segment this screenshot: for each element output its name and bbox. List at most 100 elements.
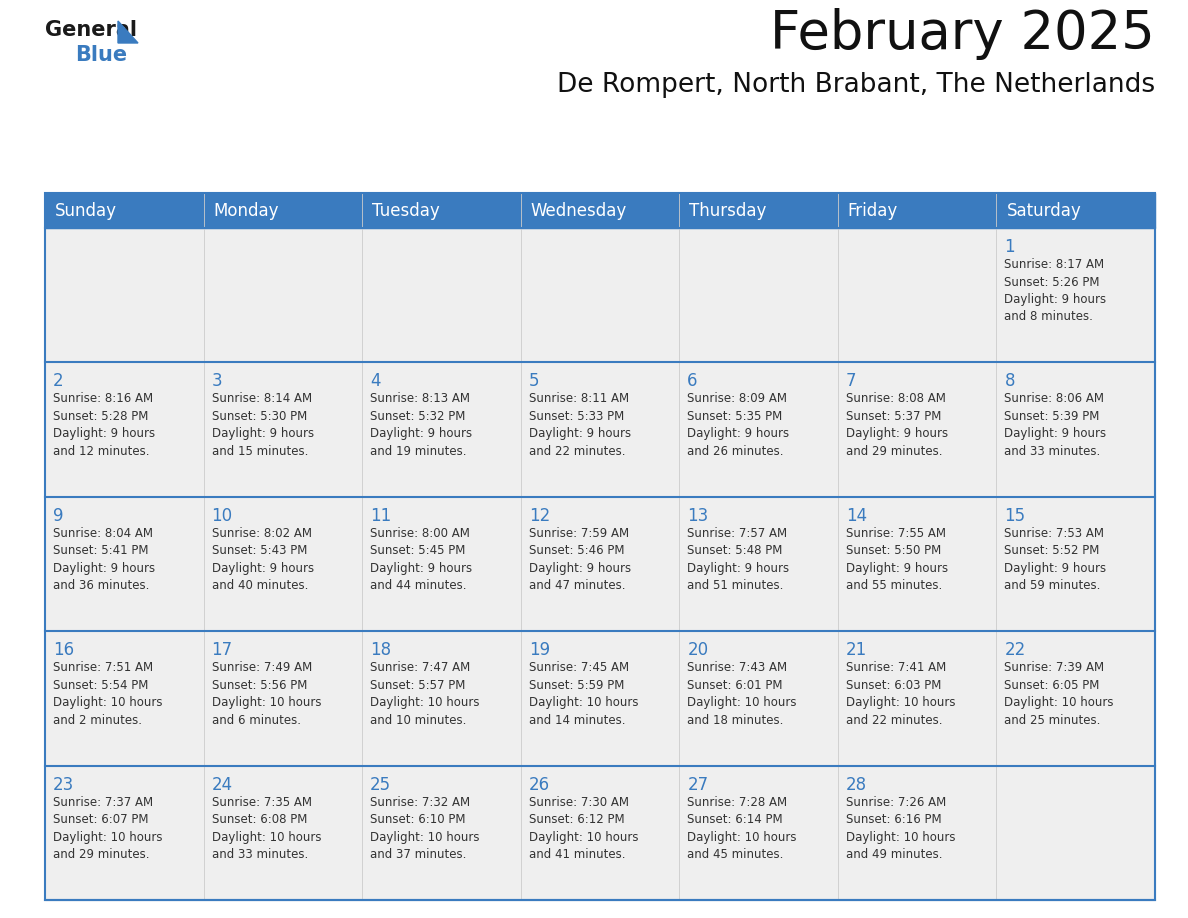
Bar <box>362 497 520 632</box>
Text: 5: 5 <box>529 373 539 390</box>
Text: Monday: Monday <box>214 201 279 219</box>
Text: Sunrise: 8:11 AM
Sunset: 5:33 PM
Daylight: 9 hours
and 22 minutes.: Sunrise: 8:11 AM Sunset: 5:33 PM Dayligh… <box>529 392 631 458</box>
Bar <box>45 766 203 900</box>
Text: 7: 7 <box>846 373 857 390</box>
Polygon shape <box>118 21 138 43</box>
Text: Blue: Blue <box>75 45 127 65</box>
Text: 3: 3 <box>211 373 222 390</box>
Text: 2: 2 <box>53 373 64 390</box>
Text: Wednesday: Wednesday <box>531 201 627 219</box>
Bar <box>680 497 838 632</box>
Bar <box>362 363 520 497</box>
Text: Sunrise: 7:30 AM
Sunset: 6:12 PM
Daylight: 10 hours
and 41 minutes.: Sunrise: 7:30 AM Sunset: 6:12 PM Dayligh… <box>529 796 638 861</box>
Text: Sunrise: 7:51 AM
Sunset: 5:54 PM
Daylight: 10 hours
and 2 minutes.: Sunrise: 7:51 AM Sunset: 5:54 PM Dayligh… <box>53 661 163 727</box>
Bar <box>680 228 838 363</box>
Text: Sunrise: 8:09 AM
Sunset: 5:35 PM
Daylight: 9 hours
and 26 minutes.: Sunrise: 8:09 AM Sunset: 5:35 PM Dayligh… <box>688 392 789 458</box>
Bar <box>362 766 520 900</box>
Text: 21: 21 <box>846 641 867 659</box>
Bar <box>45 363 203 497</box>
Text: Sunrise: 7:55 AM
Sunset: 5:50 PM
Daylight: 9 hours
and 55 minutes.: Sunrise: 7:55 AM Sunset: 5:50 PM Dayligh… <box>846 527 948 592</box>
Bar <box>45 228 203 363</box>
Bar <box>520 632 680 766</box>
Text: 26: 26 <box>529 776 550 793</box>
Bar <box>203 228 362 363</box>
Text: Sunrise: 7:37 AM
Sunset: 6:07 PM
Daylight: 10 hours
and 29 minutes.: Sunrise: 7:37 AM Sunset: 6:07 PM Dayligh… <box>53 796 163 861</box>
Bar <box>45 193 1155 900</box>
Text: 22: 22 <box>1004 641 1025 659</box>
Text: Sunrise: 8:16 AM
Sunset: 5:28 PM
Daylight: 9 hours
and 12 minutes.: Sunrise: 8:16 AM Sunset: 5:28 PM Dayligh… <box>53 392 156 458</box>
Text: Sunrise: 7:53 AM
Sunset: 5:52 PM
Daylight: 9 hours
and 59 minutes.: Sunrise: 7:53 AM Sunset: 5:52 PM Dayligh… <box>1004 527 1106 592</box>
Text: 10: 10 <box>211 507 233 525</box>
Bar <box>997 228 1155 363</box>
Text: Sunrise: 8:13 AM
Sunset: 5:32 PM
Daylight: 9 hours
and 19 minutes.: Sunrise: 8:13 AM Sunset: 5:32 PM Dayligh… <box>371 392 473 458</box>
Text: 18: 18 <box>371 641 391 659</box>
Bar <box>520 363 680 497</box>
Text: Sunrise: 8:14 AM
Sunset: 5:30 PM
Daylight: 9 hours
and 15 minutes.: Sunrise: 8:14 AM Sunset: 5:30 PM Dayligh… <box>211 392 314 458</box>
Bar <box>838 228 997 363</box>
Text: 4: 4 <box>371 373 380 390</box>
Text: Sunrise: 8:02 AM
Sunset: 5:43 PM
Daylight: 9 hours
and 40 minutes.: Sunrise: 8:02 AM Sunset: 5:43 PM Dayligh… <box>211 527 314 592</box>
Text: Sunrise: 7:26 AM
Sunset: 6:16 PM
Daylight: 10 hours
and 49 minutes.: Sunrise: 7:26 AM Sunset: 6:16 PM Dayligh… <box>846 796 955 861</box>
Text: 6: 6 <box>688 373 697 390</box>
Text: 13: 13 <box>688 507 708 525</box>
Bar <box>203 766 362 900</box>
Bar <box>520 766 680 900</box>
Text: Sunrise: 7:28 AM
Sunset: 6:14 PM
Daylight: 10 hours
and 45 minutes.: Sunrise: 7:28 AM Sunset: 6:14 PM Dayligh… <box>688 796 797 861</box>
Text: 19: 19 <box>529 641 550 659</box>
Text: Sunrise: 7:32 AM
Sunset: 6:10 PM
Daylight: 10 hours
and 37 minutes.: Sunrise: 7:32 AM Sunset: 6:10 PM Dayligh… <box>371 796 480 861</box>
Text: Sunrise: 8:08 AM
Sunset: 5:37 PM
Daylight: 9 hours
and 29 minutes.: Sunrise: 8:08 AM Sunset: 5:37 PM Dayligh… <box>846 392 948 458</box>
Bar <box>997 632 1155 766</box>
Text: De Rompert, North Brabant, The Netherlands: De Rompert, North Brabant, The Netherlan… <box>557 72 1155 98</box>
Text: Sunday: Sunday <box>55 201 116 219</box>
Text: 20: 20 <box>688 641 708 659</box>
Bar <box>997 766 1155 900</box>
Bar <box>203 363 362 497</box>
Text: 15: 15 <box>1004 507 1025 525</box>
Text: Sunrise: 7:49 AM
Sunset: 5:56 PM
Daylight: 10 hours
and 6 minutes.: Sunrise: 7:49 AM Sunset: 5:56 PM Dayligh… <box>211 661 321 727</box>
Bar <box>203 497 362 632</box>
Text: 8: 8 <box>1004 373 1015 390</box>
Text: February 2025: February 2025 <box>770 8 1155 60</box>
Text: Sunrise: 7:41 AM
Sunset: 6:03 PM
Daylight: 10 hours
and 22 minutes.: Sunrise: 7:41 AM Sunset: 6:03 PM Dayligh… <box>846 661 955 727</box>
Text: 27: 27 <box>688 776 708 793</box>
Bar <box>520 228 680 363</box>
Text: 24: 24 <box>211 776 233 793</box>
Bar <box>680 632 838 766</box>
Text: Sunrise: 7:57 AM
Sunset: 5:48 PM
Daylight: 9 hours
and 51 minutes.: Sunrise: 7:57 AM Sunset: 5:48 PM Dayligh… <box>688 527 789 592</box>
Bar <box>838 766 997 900</box>
Text: Sunrise: 8:06 AM
Sunset: 5:39 PM
Daylight: 9 hours
and 33 minutes.: Sunrise: 8:06 AM Sunset: 5:39 PM Dayligh… <box>1004 392 1106 458</box>
Text: 1: 1 <box>1004 238 1015 256</box>
Bar <box>997 497 1155 632</box>
Text: Friday: Friday <box>848 201 898 219</box>
Text: Saturday: Saturday <box>1006 201 1081 219</box>
Bar <box>45 497 203 632</box>
Bar <box>203 632 362 766</box>
Bar <box>838 363 997 497</box>
Text: Sunrise: 7:47 AM
Sunset: 5:57 PM
Daylight: 10 hours
and 10 minutes.: Sunrise: 7:47 AM Sunset: 5:57 PM Dayligh… <box>371 661 480 727</box>
Text: Tuesday: Tuesday <box>372 201 440 219</box>
Text: 11: 11 <box>371 507 391 525</box>
Bar <box>680 363 838 497</box>
Text: Sunrise: 7:59 AM
Sunset: 5:46 PM
Daylight: 9 hours
and 47 minutes.: Sunrise: 7:59 AM Sunset: 5:46 PM Dayligh… <box>529 527 631 592</box>
Text: 14: 14 <box>846 507 867 525</box>
Text: Thursday: Thursday <box>689 201 766 219</box>
Text: 23: 23 <box>53 776 74 793</box>
Bar <box>520 497 680 632</box>
Bar <box>838 632 997 766</box>
Text: 25: 25 <box>371 776 391 793</box>
Bar <box>997 363 1155 497</box>
Text: 16: 16 <box>53 641 74 659</box>
Text: Sunrise: 8:00 AM
Sunset: 5:45 PM
Daylight: 9 hours
and 44 minutes.: Sunrise: 8:00 AM Sunset: 5:45 PM Dayligh… <box>371 527 473 592</box>
Text: Sunrise: 7:35 AM
Sunset: 6:08 PM
Daylight: 10 hours
and 33 minutes.: Sunrise: 7:35 AM Sunset: 6:08 PM Dayligh… <box>211 796 321 861</box>
Text: Sunrise: 7:45 AM
Sunset: 5:59 PM
Daylight: 10 hours
and 14 minutes.: Sunrise: 7:45 AM Sunset: 5:59 PM Dayligh… <box>529 661 638 727</box>
Text: 12: 12 <box>529 507 550 525</box>
Text: General: General <box>45 20 137 40</box>
Text: 28: 28 <box>846 776 867 793</box>
Bar <box>45 193 1155 228</box>
Text: Sunrise: 7:39 AM
Sunset: 6:05 PM
Daylight: 10 hours
and 25 minutes.: Sunrise: 7:39 AM Sunset: 6:05 PM Dayligh… <box>1004 661 1114 727</box>
Text: Sunrise: 8:04 AM
Sunset: 5:41 PM
Daylight: 9 hours
and 36 minutes.: Sunrise: 8:04 AM Sunset: 5:41 PM Dayligh… <box>53 527 156 592</box>
Bar <box>680 766 838 900</box>
Bar <box>838 497 997 632</box>
Text: Sunrise: 7:43 AM
Sunset: 6:01 PM
Daylight: 10 hours
and 18 minutes.: Sunrise: 7:43 AM Sunset: 6:01 PM Dayligh… <box>688 661 797 727</box>
Text: 17: 17 <box>211 641 233 659</box>
